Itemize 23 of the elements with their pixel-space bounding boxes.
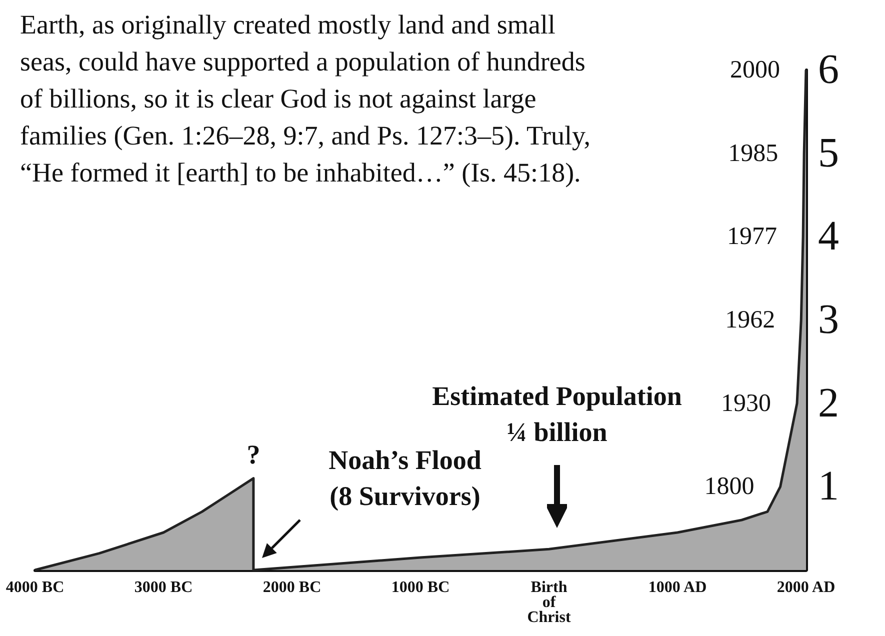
annotation: ? xyxy=(246,439,260,470)
annotation: 1985 xyxy=(728,140,778,167)
y-tick-label: 6 xyxy=(818,47,839,93)
x-tick-label: 2000 AD xyxy=(776,579,836,596)
x-tick-label: 1000 BC xyxy=(391,579,450,596)
x-tick-label: 4000 BC xyxy=(6,579,64,596)
annotation: 2000 xyxy=(730,56,780,84)
y-tick-label: 4 xyxy=(818,214,839,260)
x-tick-label: Birth of Christ xyxy=(527,579,572,626)
annotation: 1800 xyxy=(704,473,754,500)
x-tick-label: 2000 BC xyxy=(262,579,322,596)
x-tick-label: 3000 BC xyxy=(134,579,193,596)
y-tick-label: 3 xyxy=(818,297,839,343)
y-tick-label: 5 xyxy=(818,130,839,176)
annotation: 1977 xyxy=(727,223,778,250)
y-tick-label: 2 xyxy=(818,380,839,426)
y-tick-label: 1 xyxy=(818,464,839,510)
annotation: Estimated Population ¼ billion xyxy=(432,381,682,447)
annotation: 1962 xyxy=(725,306,776,334)
annotation: 1930 xyxy=(721,390,772,417)
annotation: Noah’s Flood (8 Survivors) xyxy=(328,445,482,511)
annotation: Earth, as originally created mostly land and small seas, could have supported a population of hundreds of billions, so it is clear God is not against large families (Gen. 1:26–28, 9:7, and Ps. 127:3–5). Truly, “He formed it [earth] to be inhabited…” (Is. 45:18). xyxy=(20,10,590,188)
x-tick-label: 1000 AD xyxy=(648,579,707,596)
